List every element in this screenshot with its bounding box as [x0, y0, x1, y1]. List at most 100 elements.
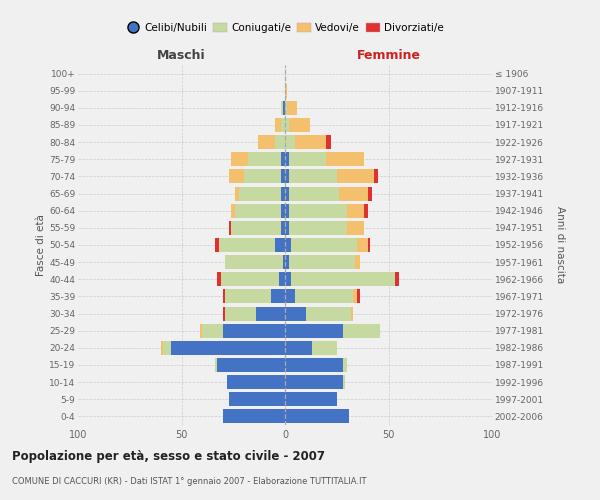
Bar [285, 186, 289, 200]
Bar [358, 238, 368, 252]
Bar [285, 306, 306, 320]
Bar [285, 84, 287, 98]
Bar [279, 272, 285, 286]
Bar [235, 204, 281, 218]
Text: Femmine: Femmine [356, 48, 421, 62]
Bar [289, 204, 347, 218]
Bar [229, 170, 244, 183]
Bar [306, 306, 351, 320]
Bar [295, 135, 326, 149]
Bar [291, 238, 358, 252]
Bar [326, 152, 364, 166]
Bar [358, 290, 359, 304]
Bar [343, 324, 380, 338]
Bar [281, 186, 285, 200]
Legend: Celibi/Nubili, Coniugati/e, Vedovi/e, Divorziati/e: Celibi/Nubili, Coniugati/e, Vedovi/e, Di… [124, 20, 446, 36]
Bar [225, 290, 271, 304]
Bar [217, 358, 285, 372]
Bar [364, 204, 368, 218]
Bar [161, 341, 163, 355]
Bar [289, 255, 355, 269]
Bar [281, 221, 285, 235]
Bar [368, 186, 372, 200]
Bar [275, 118, 281, 132]
Bar [285, 152, 289, 166]
Y-axis label: Anni di nascita: Anni di nascita [555, 206, 565, 284]
Bar [275, 238, 285, 252]
Bar [231, 221, 281, 235]
Bar [229, 392, 285, 406]
Bar [219, 238, 275, 252]
Bar [289, 118, 310, 132]
Bar [200, 324, 202, 338]
Bar [285, 238, 291, 252]
Bar [244, 170, 281, 183]
Bar [353, 290, 358, 304]
Bar [223, 324, 285, 338]
Bar [285, 221, 289, 235]
Bar [163, 341, 171, 355]
Bar [215, 358, 217, 372]
Text: Popolazione per età, sesso e stato civile - 2007: Popolazione per età, sesso e stato civil… [12, 450, 325, 463]
Bar [285, 358, 343, 372]
Bar [295, 290, 353, 304]
Bar [312, 341, 337, 355]
Bar [225, 255, 283, 269]
Bar [285, 101, 287, 115]
Bar [281, 118, 285, 132]
Bar [285, 272, 291, 286]
Bar [287, 101, 298, 115]
Bar [339, 186, 368, 200]
Bar [285, 118, 289, 132]
Bar [235, 186, 239, 200]
Bar [281, 101, 283, 115]
Text: Maschi: Maschi [157, 48, 206, 62]
Bar [248, 152, 281, 166]
Bar [258, 135, 275, 149]
Bar [368, 238, 370, 252]
Bar [285, 410, 349, 424]
Bar [289, 170, 337, 183]
Bar [171, 341, 285, 355]
Bar [285, 135, 295, 149]
Bar [289, 221, 347, 235]
Bar [231, 152, 248, 166]
Bar [351, 306, 353, 320]
Bar [271, 290, 285, 304]
Bar [231, 204, 235, 218]
Bar [229, 221, 231, 235]
Bar [281, 152, 285, 166]
Bar [281, 170, 285, 183]
Bar [283, 101, 285, 115]
Bar [285, 392, 337, 406]
Bar [281, 204, 285, 218]
Bar [225, 306, 256, 320]
Text: COMUNE DI CACCURI (KR) - Dati ISTAT 1° gennaio 2007 - Elaborazione TUTTITALIA.IT: COMUNE DI CACCURI (KR) - Dati ISTAT 1° g… [12, 478, 367, 486]
Bar [223, 290, 225, 304]
Bar [202, 324, 223, 338]
Bar [395, 272, 399, 286]
Bar [285, 341, 312, 355]
Y-axis label: Fasce di età: Fasce di età [36, 214, 46, 276]
Bar [337, 170, 374, 183]
Bar [285, 204, 289, 218]
Bar [239, 186, 281, 200]
Bar [223, 306, 225, 320]
Bar [285, 255, 289, 269]
Bar [289, 186, 339, 200]
Bar [285, 324, 343, 338]
Bar [347, 221, 364, 235]
Bar [347, 204, 364, 218]
Bar [285, 170, 289, 183]
Bar [343, 358, 347, 372]
Bar [326, 135, 331, 149]
Bar [221, 272, 279, 286]
Bar [227, 375, 285, 389]
Bar [283, 255, 285, 269]
Bar [256, 306, 285, 320]
Bar [343, 375, 345, 389]
Bar [223, 410, 285, 424]
Bar [374, 170, 378, 183]
Bar [217, 272, 221, 286]
Bar [355, 255, 359, 269]
